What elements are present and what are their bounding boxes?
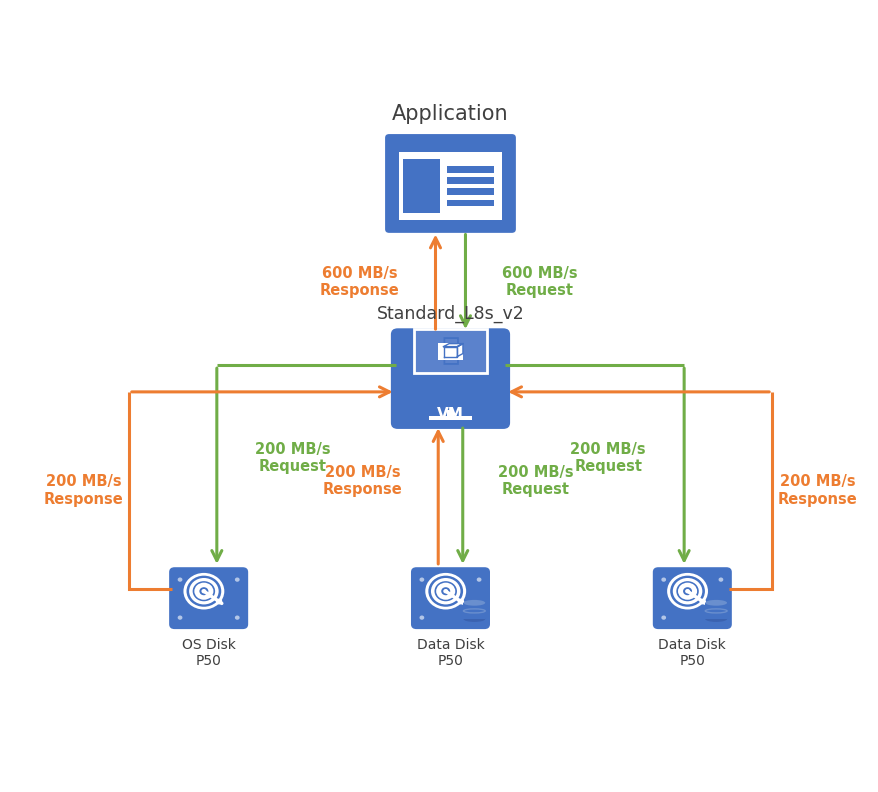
Circle shape xyxy=(677,583,696,600)
Circle shape xyxy=(717,577,723,582)
FancyBboxPatch shape xyxy=(411,567,489,629)
Circle shape xyxy=(675,581,698,601)
Circle shape xyxy=(443,589,448,593)
FancyBboxPatch shape xyxy=(385,134,515,233)
Ellipse shape xyxy=(704,616,726,622)
Circle shape xyxy=(660,577,666,582)
FancyBboxPatch shape xyxy=(169,567,248,629)
Text: Application: Application xyxy=(392,105,508,124)
Text: VM: VM xyxy=(436,407,464,422)
Circle shape xyxy=(669,576,704,607)
Text: 200 MB/s
Response: 200 MB/s Response xyxy=(776,474,856,507)
Circle shape xyxy=(435,583,455,600)
Ellipse shape xyxy=(704,600,726,606)
FancyBboxPatch shape xyxy=(399,152,501,220)
FancyBboxPatch shape xyxy=(447,188,493,195)
Circle shape xyxy=(476,615,481,620)
FancyBboxPatch shape xyxy=(438,343,462,360)
Circle shape xyxy=(434,581,457,601)
Circle shape xyxy=(216,600,221,604)
Circle shape xyxy=(419,615,424,620)
Circle shape xyxy=(441,587,450,596)
FancyBboxPatch shape xyxy=(391,329,509,429)
Circle shape xyxy=(234,615,240,620)
Circle shape xyxy=(186,576,221,607)
Circle shape xyxy=(700,600,704,604)
Circle shape xyxy=(177,615,183,620)
Text: 200 MB/s
Request: 200 MB/s Request xyxy=(498,465,573,497)
Circle shape xyxy=(192,581,215,601)
FancyBboxPatch shape xyxy=(447,177,493,184)
Circle shape xyxy=(425,573,465,610)
Circle shape xyxy=(234,577,240,582)
Circle shape xyxy=(684,589,689,593)
FancyBboxPatch shape xyxy=(403,159,440,213)
Text: 600 MB/s
Response: 600 MB/s Response xyxy=(320,265,399,298)
Polygon shape xyxy=(443,347,457,356)
Text: OS Disk
P50: OS Disk P50 xyxy=(182,638,235,668)
Circle shape xyxy=(189,578,219,604)
Circle shape xyxy=(458,600,463,604)
Circle shape xyxy=(194,583,213,600)
Circle shape xyxy=(201,589,206,593)
FancyBboxPatch shape xyxy=(652,567,731,629)
Circle shape xyxy=(428,576,463,607)
FancyBboxPatch shape xyxy=(704,603,726,619)
FancyBboxPatch shape xyxy=(447,410,453,421)
FancyBboxPatch shape xyxy=(413,329,487,373)
Text: 200 MB/s
Response: 200 MB/s Response xyxy=(323,465,402,497)
Text: Data Disk
P50: Data Disk P50 xyxy=(416,638,484,668)
FancyBboxPatch shape xyxy=(447,166,493,173)
Circle shape xyxy=(199,587,208,596)
Text: 200 MB/s
Request: 200 MB/s Request xyxy=(255,442,330,474)
Text: 200 MB/s
Request: 200 MB/s Request xyxy=(570,442,645,474)
Text: ⬜: ⬜ xyxy=(441,336,459,365)
Circle shape xyxy=(430,578,460,604)
Ellipse shape xyxy=(463,616,485,622)
Circle shape xyxy=(672,578,702,604)
Circle shape xyxy=(666,573,707,610)
Text: ⬛: ⬛ xyxy=(441,336,459,365)
Polygon shape xyxy=(457,344,463,356)
Circle shape xyxy=(177,577,183,582)
Text: 200 MB/s
Response: 200 MB/s Response xyxy=(44,474,123,507)
Circle shape xyxy=(717,615,723,620)
Circle shape xyxy=(682,587,691,596)
Ellipse shape xyxy=(463,600,485,606)
Polygon shape xyxy=(443,344,463,347)
FancyBboxPatch shape xyxy=(447,200,493,207)
Text: Data Disk
P50: Data Disk P50 xyxy=(658,638,725,668)
Circle shape xyxy=(419,577,424,582)
Circle shape xyxy=(184,573,224,610)
Text: 600 MB/s
Request: 600 MB/s Request xyxy=(501,265,577,298)
Circle shape xyxy=(660,615,666,620)
Circle shape xyxy=(476,577,481,582)
Text: Standard_L8s_v2: Standard_L8s_v2 xyxy=(376,305,524,323)
FancyBboxPatch shape xyxy=(428,417,471,421)
FancyBboxPatch shape xyxy=(463,603,485,619)
